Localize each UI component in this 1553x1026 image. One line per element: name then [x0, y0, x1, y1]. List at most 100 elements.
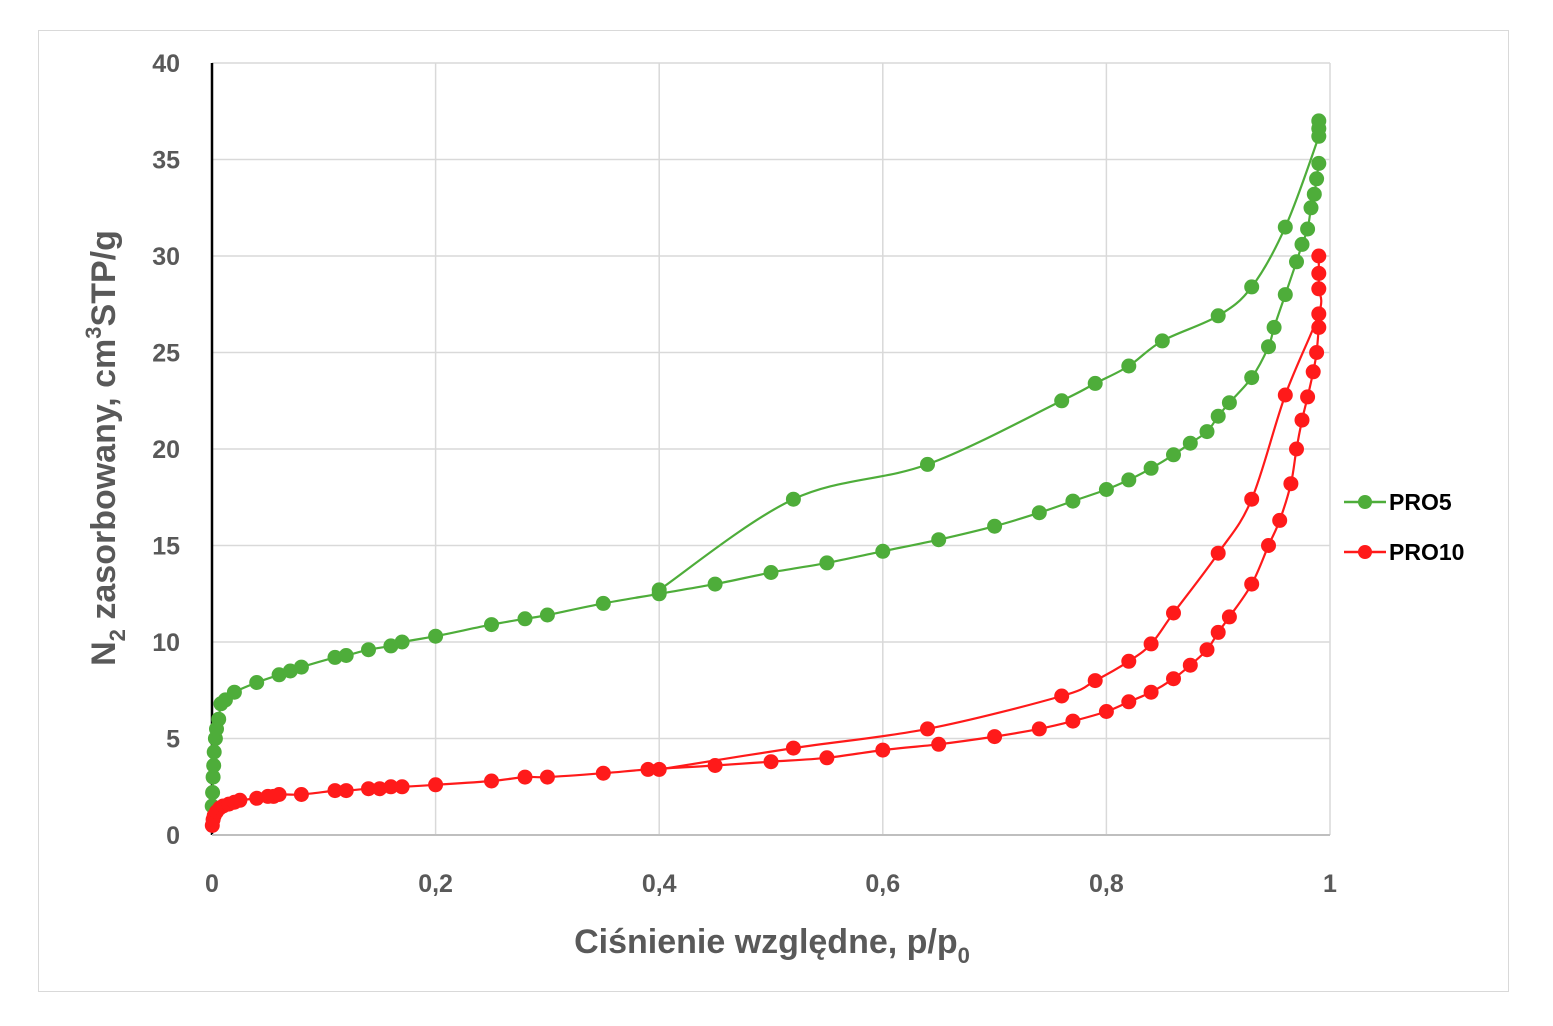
series-pro5	[204, 113, 1327, 814]
pro5-desorption-point	[920, 456, 935, 472]
pro5-adsorption-point	[517, 611, 533, 627]
y-tick-label: 25	[152, 340, 180, 368]
pro5-adsorption-point	[1065, 493, 1081, 509]
pro5-adsorption-point	[1309, 171, 1325, 187]
pro10-adsorption-point	[428, 777, 444, 793]
pro10-adsorption-point	[1065, 713, 1081, 729]
legend-label-pro10: PRO10	[1389, 539, 1464, 565]
pro5-desorption-point	[785, 491, 801, 507]
pro5-adsorption-point	[1261, 339, 1276, 355]
y-tick-label: 35	[152, 147, 180, 175]
pro5-desorption-point	[1277, 219, 1293, 235]
pro10-adsorption-point	[1289, 441, 1304, 457]
series-layer	[204, 113, 1327, 833]
pro5-desorption-point	[651, 582, 667, 598]
pro5-adsorption-point	[595, 595, 611, 611]
gridlines	[212, 62, 1331, 835]
pro5-adsorption-point	[205, 769, 221, 785]
y-tick-label: 40	[152, 50, 180, 78]
pro10-adsorption-point	[1283, 476, 1299, 492]
y-tick-label: 0	[166, 822, 180, 850]
pro10-adsorption-point	[1272, 512, 1288, 528]
pro10-adsorption-point	[338, 783, 354, 799]
pro10-desorption-point	[1143, 636, 1159, 652]
pro5-adsorption-point	[1143, 460, 1159, 476]
pro10-adsorption-point	[931, 736, 947, 752]
pro10-desorption-point	[1244, 491, 1260, 507]
y-tick-label: 15	[152, 533, 180, 561]
pro10-adsorption-point	[1309, 345, 1325, 360]
pro5-adsorption-point	[1300, 221, 1316, 237]
x-tick-label: 0,6	[865, 870, 900, 898]
legend-marker-pro10	[1358, 545, 1372, 559]
pro10-adsorption-line	[211, 327, 1320, 826]
pro10-adsorption-point	[819, 750, 835, 766]
pro5-adsorption-point	[1306, 186, 1322, 202]
pro10-adsorption-point	[1121, 694, 1137, 710]
pro10-desorption-point	[1311, 248, 1327, 264]
pro10-adsorption-point	[394, 779, 410, 795]
legend-item-pro5[interactable]: PRO5	[1344, 489, 1452, 515]
pro5-adsorption-point	[205, 785, 221, 800]
pro10-adsorption-point	[1305, 364, 1321, 380]
pro10-adsorption-point	[271, 787, 287, 802]
pro10-adsorption-point	[1143, 684, 1159, 700]
pro5-adsorption-point	[875, 543, 891, 559]
pro10-adsorption-point	[249, 790, 265, 806]
pro5-adsorption-point	[1182, 435, 1198, 451]
pro5-adsorption-point	[1311, 155, 1327, 171]
x-tick-label: 1	[1323, 870, 1337, 898]
pro5-desorption-point	[1087, 375, 1103, 391]
pro5-adsorption-point	[1221, 395, 1237, 411]
pro10-adsorption-point	[875, 742, 891, 758]
legend-item-pro10[interactable]: PRO10	[1344, 539, 1464, 565]
pro10-adsorption-point	[383, 779, 399, 795]
y-axis-title: N2 zasorbowany, cm3STP/g	[81, 230, 130, 666]
pro10-adsorption-point	[640, 761, 656, 777]
pro5-adsorption-point	[211, 711, 227, 727]
pro5-adsorption-point	[1244, 370, 1260, 386]
pro10-desorption-point	[1210, 545, 1226, 561]
pro10-desorption-point	[1087, 673, 1103, 689]
pro10-adsorption-point	[517, 769, 533, 785]
pro5-adsorption-point	[226, 684, 242, 700]
legend-marker-pro5	[1358, 495, 1372, 509]
pro5-adsorption-point	[338, 648, 354, 663]
pro10-adsorption-point	[1300, 389, 1316, 405]
pro10-adsorption-point	[372, 781, 388, 797]
pro10-desorption-point	[1166, 605, 1181, 621]
pro5-adsorption-line	[211, 163, 1320, 807]
pro10-adsorption-point	[595, 765, 611, 781]
x-axis-title: Ciśnienie względne, p/p0	[574, 923, 970, 968]
pro5-desorption-point	[1054, 393, 1070, 409]
pro10-desorption-point	[1311, 306, 1327, 322]
y-tick-label: 30	[152, 243, 180, 271]
pro10-adsorption-point	[1294, 412, 1310, 428]
pro5-adsorption-point	[1098, 482, 1114, 497]
pro5-adsorption-point	[394, 634, 410, 650]
pro5-desorption-line	[658, 120, 1323, 591]
x-tick-label: 0,8	[1089, 870, 1124, 898]
pro5-adsorption-point	[1303, 200, 1319, 216]
pro5-adsorption-point	[1166, 447, 1181, 463]
pro5-adsorption-point	[987, 518, 1003, 534]
pro5-adsorption-point	[1210, 408, 1226, 424]
pro5-adsorption-point	[763, 565, 779, 580]
pro5-adsorption-point	[206, 744, 222, 760]
pro10-adsorption-point	[1261, 538, 1276, 553]
legend-label-pro5: PRO5	[1389, 489, 1452, 515]
pro10-adsorption-point	[361, 781, 376, 797]
pro5-desorption-point	[1210, 308, 1226, 324]
y-tick-label: 10	[152, 629, 180, 657]
pro5-adsorption-point	[931, 532, 947, 548]
pro5-adsorption-point	[1031, 505, 1047, 521]
pro5-desorption-point	[1154, 333, 1170, 349]
x-tick-label: 0,2	[418, 870, 453, 898]
pro10-adsorption-point	[1182, 657, 1198, 673]
pro5-adsorption-point	[1294, 236, 1310, 252]
y-tick-label: 20	[152, 436, 180, 464]
pro5-adsorption-point	[361, 642, 376, 658]
pro10-adsorption-point	[1098, 704, 1114, 719]
pro5-adsorption-point	[819, 555, 835, 571]
pro10-adsorption-point	[1166, 671, 1181, 687]
